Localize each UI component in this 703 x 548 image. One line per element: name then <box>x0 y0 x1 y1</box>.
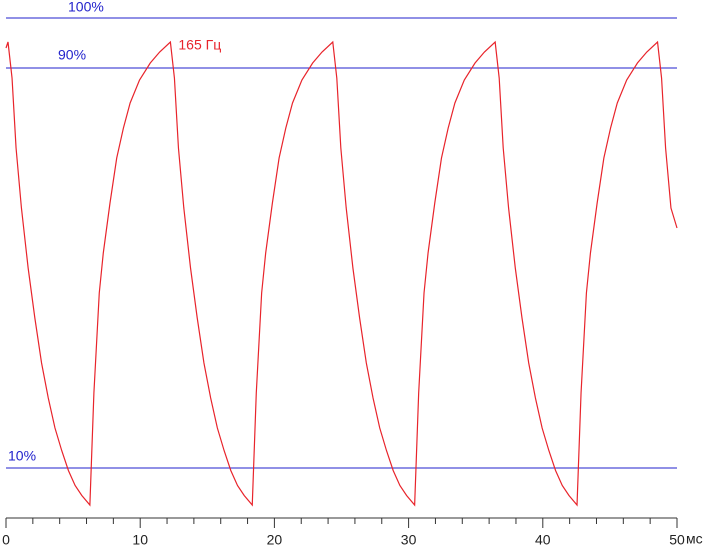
line-series <box>5 40 678 507</box>
reference-label: 90% <box>58 47 86 63</box>
x-tick-label: 0 <box>2 532 10 548</box>
x-tick-label: 40 <box>535 532 551 548</box>
reference-label: 10% <box>8 448 36 464</box>
x-tick-label: 10 <box>132 532 148 548</box>
series-label: 165 Гц <box>178 37 221 53</box>
x-axis-unit: мс <box>686 531 703 547</box>
reference-label: 100% <box>68 0 104 15</box>
x-tick-label: 30 <box>401 532 417 548</box>
x-tick-label: 20 <box>267 532 283 548</box>
x-tick-label: 50 <box>669 532 685 548</box>
